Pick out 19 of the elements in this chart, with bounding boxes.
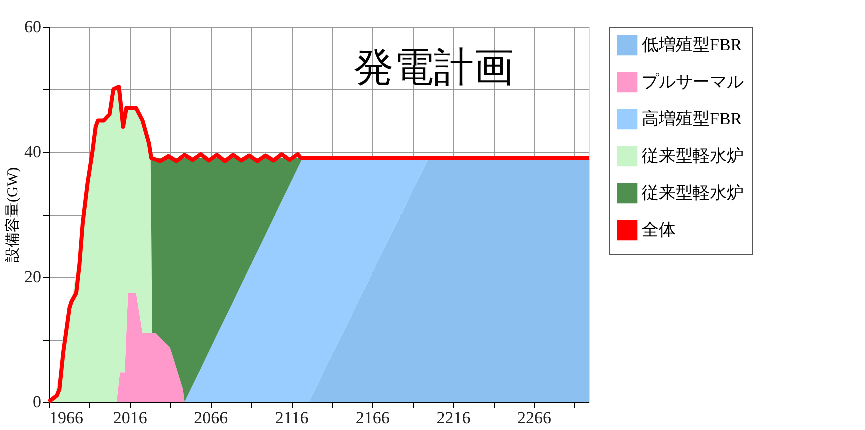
text: 発電計画 bbox=[354, 45, 514, 91]
y-tick-label: 40 bbox=[24, 142, 42, 162]
y-tick-label: 20 bbox=[24, 268, 42, 286]
x-tick-label: 2066 bbox=[194, 408, 228, 428]
x-tick-label: 2266 bbox=[518, 408, 552, 428]
legend-label: 従来型軽水炉 bbox=[642, 184, 744, 202]
y-axis-title: 設備容量(GW) bbox=[4, 168, 22, 262]
legend-label: 低増殖型FBR bbox=[642, 36, 743, 54]
x-tick-label: 1966 bbox=[50, 408, 84, 428]
legend-label: 従来型軽水炉 bbox=[642, 146, 744, 166]
legend-label: 全体 bbox=[642, 220, 676, 240]
legend-label: プルサーマル bbox=[642, 72, 744, 92]
y-tick-label: 0 bbox=[33, 392, 42, 412]
x-tick-label: 2116 bbox=[275, 408, 309, 428]
legend-label: 高増殖型FBR bbox=[642, 110, 743, 128]
x-tick-label: 2166 bbox=[356, 408, 390, 428]
x-tick-label: 2216 bbox=[436, 408, 471, 428]
y-tick-label: 60 bbox=[24, 18, 42, 36]
x-tick-label: 2016 bbox=[113, 408, 148, 428]
